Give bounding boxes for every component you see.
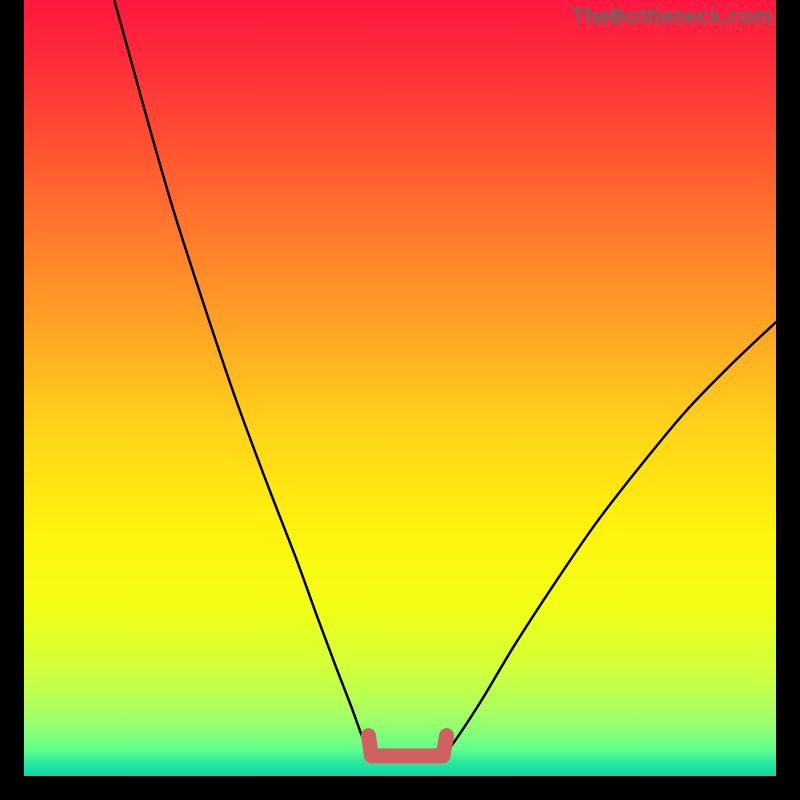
curves-overlay [24, 0, 776, 776]
watermark-text: TheBottleneck.com [572, 4, 772, 29]
bottom-bracket [368, 736, 446, 756]
chart-frame: TheBottleneck.com [0, 0, 800, 800]
plot-area [24, 0, 776, 776]
curve-right [445, 322, 776, 754]
curve-left [114, 0, 370, 753]
